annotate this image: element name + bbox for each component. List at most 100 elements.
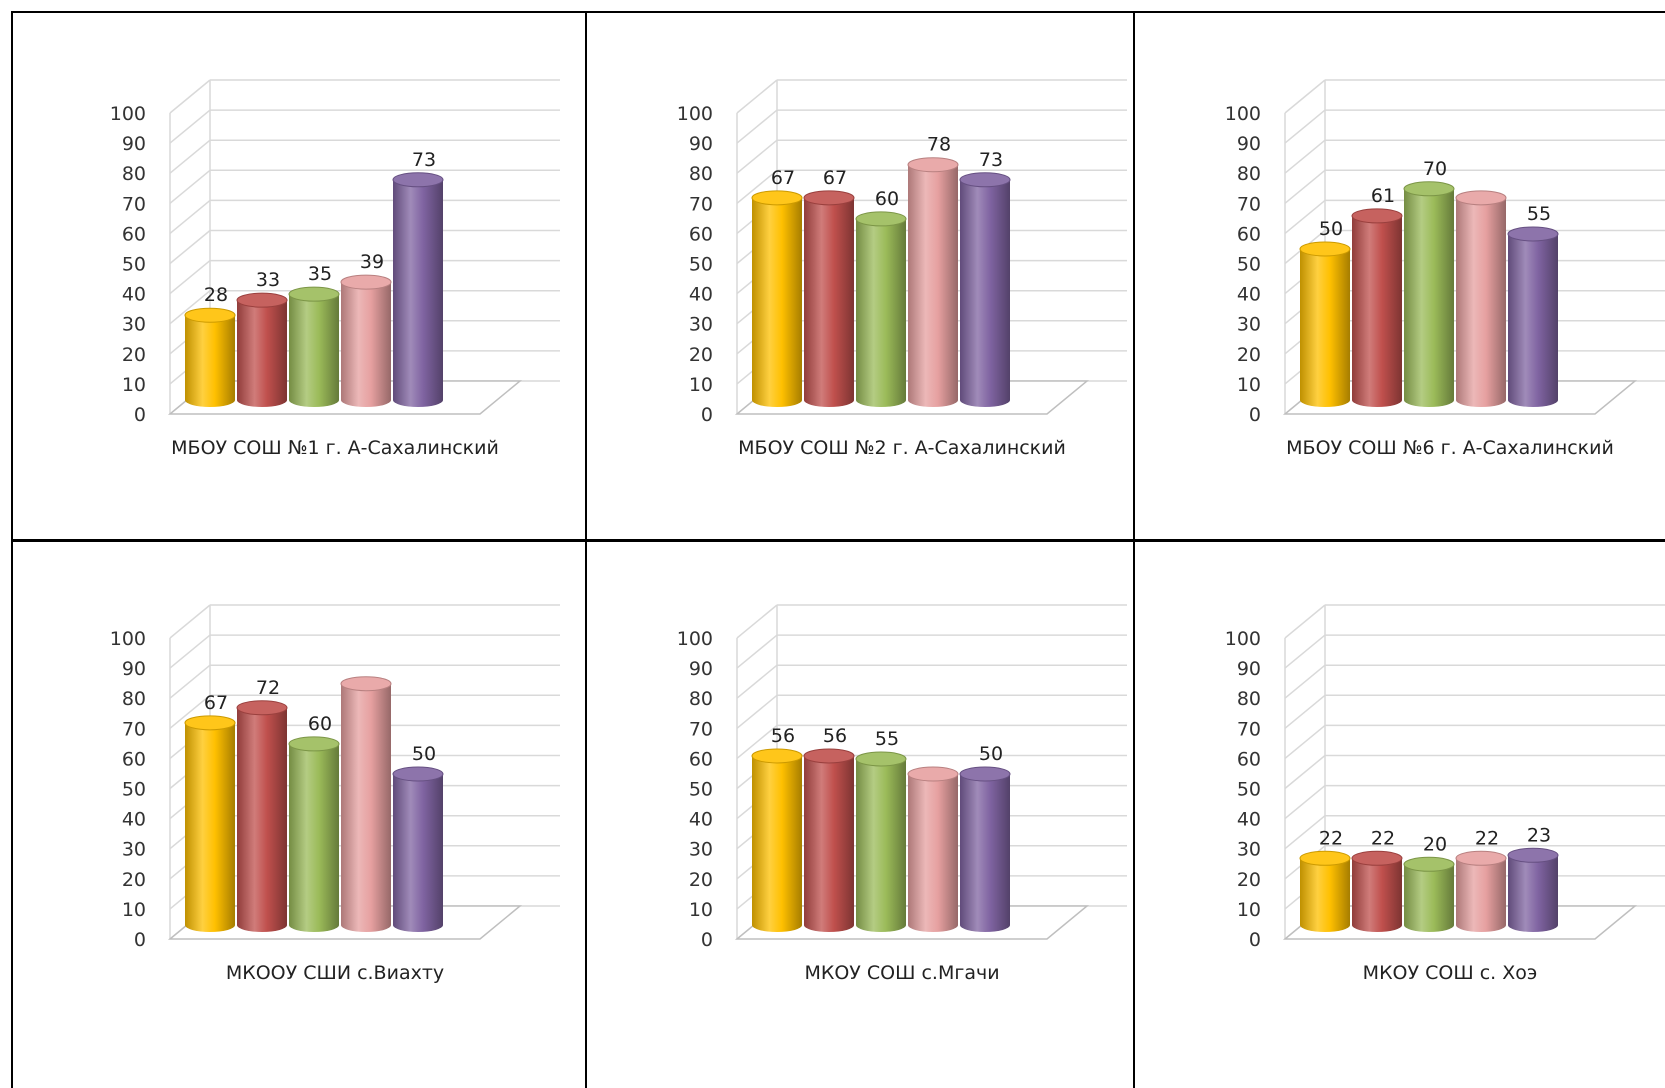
data-label: 39 [360, 251, 384, 273]
bar-top [1299, 850, 1351, 866]
chart-panel-2: 0 10 20 30 40 50 60 70 80 90 100 67 67 60 78 73 МБОУ СОШ… [667, 40, 1129, 510]
data-label: 72 [256, 677, 280, 699]
gridline [736, 109, 778, 144]
y-tick-label: 20 [1237, 869, 1261, 891]
bar-top [340, 676, 392, 692]
y-tick-label: 20 [1237, 344, 1261, 366]
gridline [736, 79, 778, 114]
gridline [1284, 139, 1326, 174]
bar-top [392, 766, 444, 782]
bar [340, 676, 392, 932]
bar [855, 751, 907, 932]
y-tick-label: 10 [689, 899, 713, 921]
bar-body [804, 755, 854, 932]
bar [236, 700, 288, 932]
y-tick-label: 90 [122, 133, 146, 155]
y-tick-label: 10 [689, 374, 713, 396]
y-tick-label: 30 [1237, 314, 1261, 336]
bar-body [908, 164, 958, 407]
bar-body [185, 315, 235, 407]
y-tick-label: 90 [1237, 133, 1261, 155]
bar-body [856, 758, 906, 932]
x-category-label: МБОУ СОШ №6 г. А-Сахалинский [1286, 437, 1614, 459]
y-tick-label: 30 [122, 839, 146, 861]
bar-body [1300, 858, 1350, 932]
y-tick-label: 0 [134, 404, 146, 426]
y-tick-label: 20 [689, 869, 713, 891]
y-tick-label: 100 [677, 103, 713, 125]
y-tick-label: 100 [1225, 628, 1261, 650]
bar-top [751, 748, 803, 764]
y-tick-label: 40 [1237, 284, 1261, 306]
y-tick-label: 0 [1249, 404, 1261, 426]
bar [236, 292, 288, 407]
chart-svg: 0 10 20 30 40 50 60 70 80 90 100 50 61 70 55 МБОУ СОШ №… [1225, 79, 1665, 459]
y-tick-label: 60 [1237, 223, 1261, 245]
bar-body [237, 300, 287, 407]
y-tick-label: 100 [110, 628, 146, 650]
bar-top [1403, 181, 1455, 197]
y-tick-label: 10 [1237, 899, 1261, 921]
bar [340, 274, 392, 407]
data-label: 50 [1319, 218, 1343, 240]
chart-svg: 0 10 20 30 40 50 60 70 80 90 100 67 67 60 78 73 МБОУ СОШ… [677, 79, 1127, 459]
frame-left [11, 11, 13, 1088]
gridline [736, 139, 778, 174]
gridline [1284, 664, 1326, 699]
bar [184, 307, 236, 407]
y-tick-label: 100 [1225, 103, 1261, 125]
data-label: 20 [1423, 833, 1447, 855]
y-tick-label: 50 [1237, 254, 1261, 276]
y-tick-label: 50 [122, 779, 146, 801]
data-label: 56 [771, 725, 795, 747]
chart-panel-5: 0 10 20 30 40 50 60 70 80 90 100 56 56 55 50 МКОУ СОШ с… [667, 565, 1129, 1035]
data-label: 60 [875, 188, 899, 210]
bar-top [959, 172, 1011, 188]
bar [751, 748, 803, 932]
y-tick-label: 60 [1237, 748, 1261, 770]
bar-body [289, 294, 339, 407]
bar-body [1508, 233, 1558, 407]
bar-body [804, 197, 854, 407]
bar [288, 286, 340, 407]
gridline [1284, 109, 1326, 144]
y-tick-label: 70 [1237, 718, 1261, 740]
bar-body [908, 774, 958, 932]
bar-top [751, 190, 803, 206]
bar-top [184, 715, 236, 731]
y-tick-label: 70 [689, 718, 713, 740]
gridline [169, 664, 211, 699]
data-label: 70 [1423, 158, 1447, 180]
gridline [736, 604, 778, 639]
bar-top [907, 157, 959, 173]
gridline [1284, 79, 1326, 114]
y-tick-label: 0 [134, 929, 146, 951]
bar-top [288, 736, 340, 752]
y-tick-label: 40 [1237, 809, 1261, 831]
bar-top [1351, 208, 1403, 224]
gridline [169, 79, 211, 114]
bar-body [341, 282, 391, 407]
bar-body [393, 774, 443, 932]
chart-svg: 0 10 20 30 40 50 60 70 80 90 100 22 22 20 22 23 МКОУ СОШ… [1225, 604, 1665, 984]
y-tick-label: 90 [689, 133, 713, 155]
bar [1455, 190, 1507, 407]
y-tick-label: 60 [689, 748, 713, 770]
gridline [169, 229, 211, 265]
data-label: 56 [823, 725, 847, 747]
chart-panel-4: 0 10 20 30 40 50 60 70 80 90 100 67 72 60 50 МКООУ СШИ … [100, 565, 580, 1035]
y-tick-label: 30 [689, 839, 713, 861]
y-tick-label: 100 [677, 628, 713, 650]
bar-top [288, 286, 340, 302]
bar-top [1455, 190, 1507, 206]
x-category-label: МКОУ СОШ с. Хоэ [1363, 962, 1538, 984]
bar-top [803, 748, 855, 764]
x-category-label: МБОУ СОШ №1 г. А-Сахалинский [171, 437, 499, 459]
data-label: 60 [308, 713, 332, 735]
data-label: 78 [927, 134, 951, 156]
gridline [169, 139, 211, 174]
y-tick-label: 80 [1237, 688, 1261, 710]
bar [1351, 850, 1403, 932]
y-tick-label: 0 [701, 404, 713, 426]
bar-body [856, 218, 906, 407]
